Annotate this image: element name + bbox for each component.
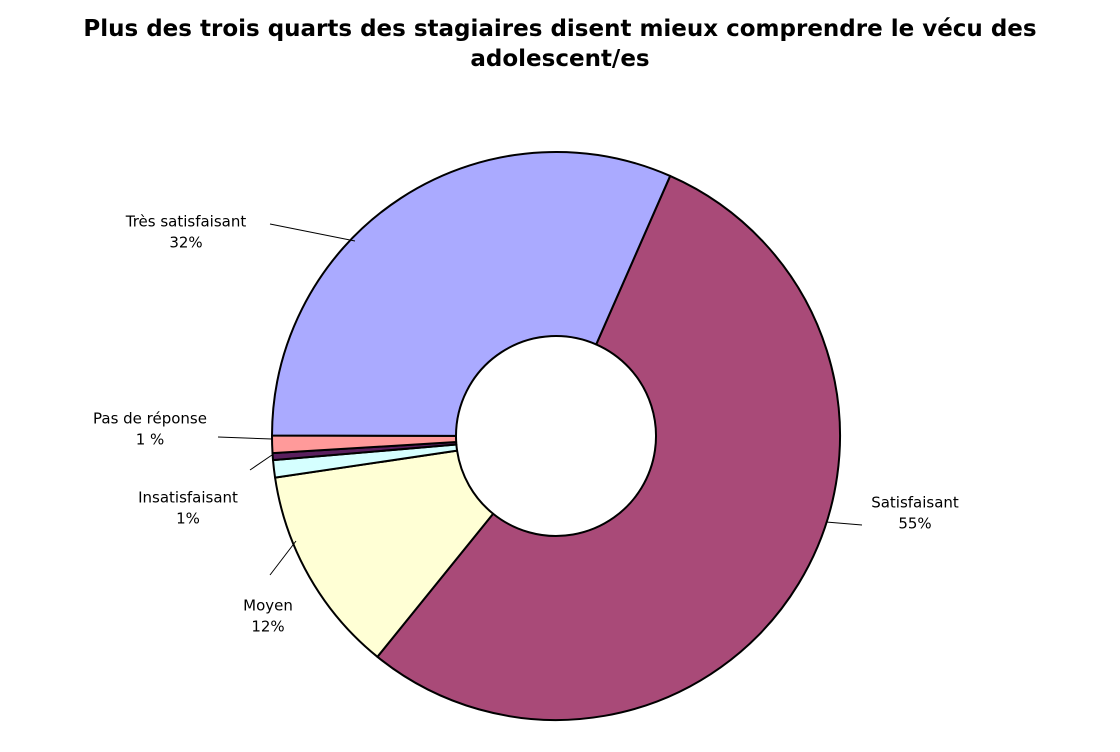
slice [376,174,841,721]
slice-label: Satisfaisant [871,494,959,512]
slice-value-label: 32% [169,234,202,252]
slice [274,449,495,658]
leader-line [269,223,356,242]
leader-line [217,436,273,440]
slice-value-label: 1 % [136,431,165,449]
slice-value-label: 12% [251,618,284,636]
slice-label: Moyen [243,597,293,615]
slice [271,151,672,437]
slice-label: Très satisfaisant [125,213,247,231]
slice-label: Pas de réponse [93,410,207,428]
slice-value-label: 1% [176,510,200,528]
slice-value-label: 55% [898,515,931,533]
leader-line [825,521,863,526]
leader-line [249,454,273,471]
leader-line [269,540,297,576]
slice-label: Insatisfaisant [138,489,238,507]
chart-title: Plus des trois quarts des stagiaires dis… [83,16,1037,72]
